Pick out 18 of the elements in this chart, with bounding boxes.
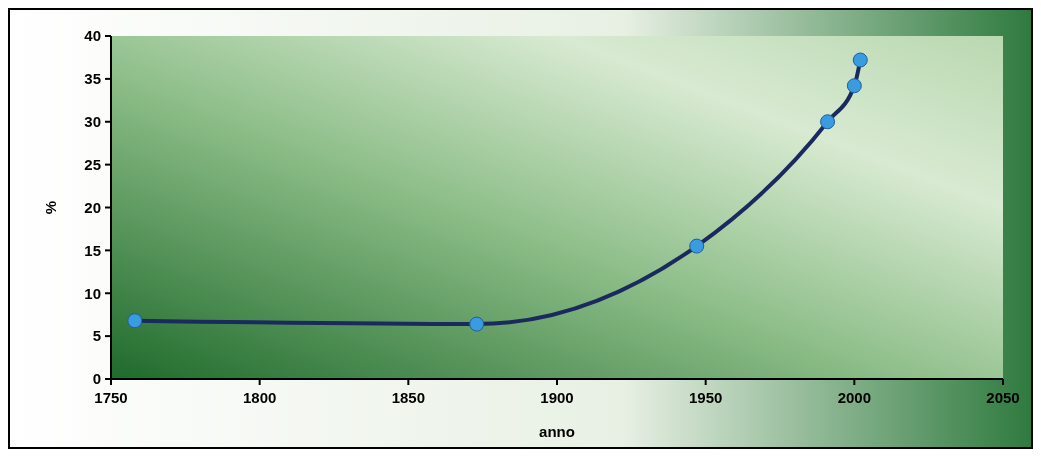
x-tick-label: 1950 (688, 389, 723, 406)
y-axis-title: % (42, 200, 59, 215)
y-tick-label: 5 (92, 327, 101, 345)
y-tick-label: 25 (84, 155, 101, 173)
y-tick-label: 30 (84, 113, 101, 130)
x-tick-label: 2000 (837, 389, 872, 406)
y-tick-label: 20 (84, 198, 101, 216)
y-tick-label: 35 (84, 70, 101, 88)
y-tick-label: 40 (84, 27, 101, 45)
y-tick-label: 10 (84, 284, 101, 302)
x-axis-title: anno (539, 423, 575, 440)
y-tick-label: 15 (84, 241, 101, 259)
x-tick-label: 1850 (391, 389, 426, 406)
x-tick-label: 1750 (94, 389, 128, 406)
x-tick-label: 1800 (242, 389, 277, 406)
x-tick-label: 2050 (986, 389, 1020, 406)
y-tick-label: 0 (92, 370, 101, 388)
x-tick-label: 1900 (540, 389, 574, 406)
